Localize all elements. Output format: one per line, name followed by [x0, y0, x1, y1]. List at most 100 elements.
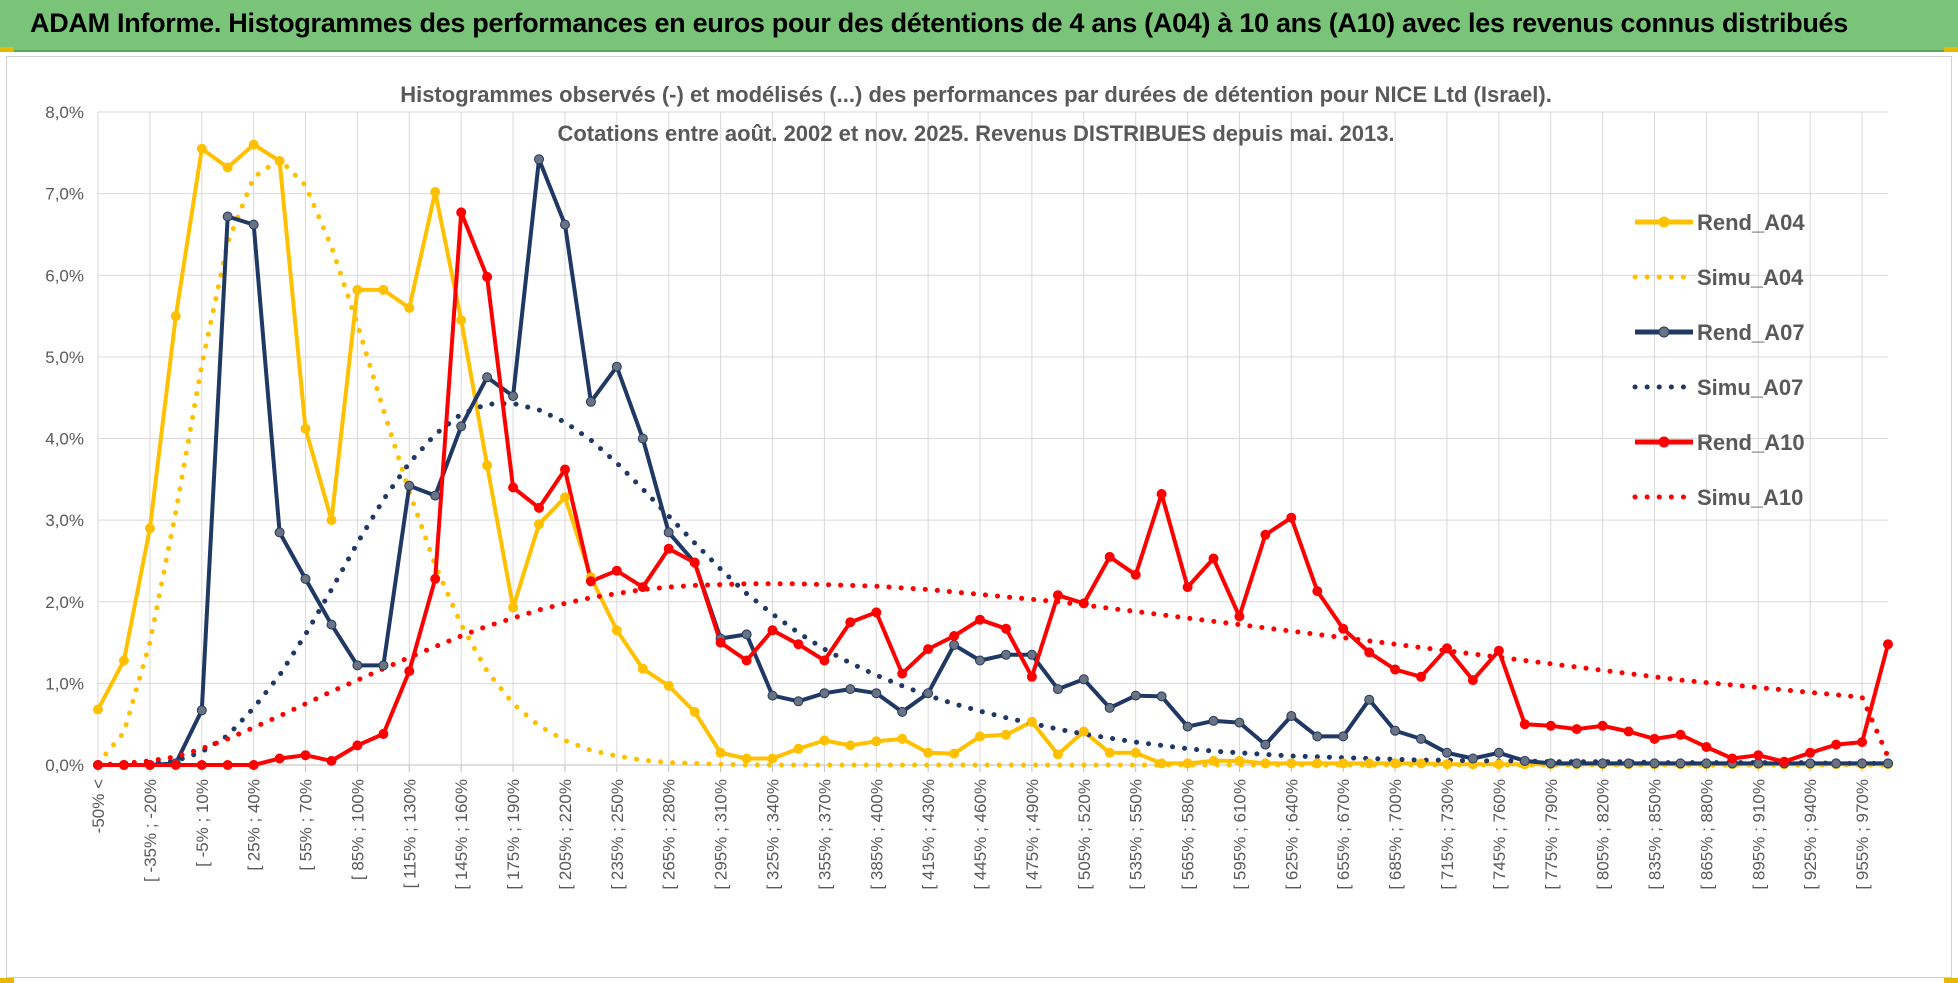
data-point-Rend_A04	[534, 519, 544, 530]
data-point-Rend_A07	[378, 660, 389, 671]
series-line-Simu_A10	[95, 581, 1891, 768]
data-point-Rend_A07	[611, 361, 622, 372]
data-point-Rend_A04	[1234, 755, 1245, 766]
x-tick-label: [ 505% ; 520%	[1075, 779, 1094, 890]
legend-label: Rend_A04	[1697, 210, 1805, 235]
legend-label: Rend_A10	[1697, 430, 1805, 455]
data-point-Rend_A10	[1442, 643, 1452, 654]
data-point-Rend_A10	[1753, 750, 1764, 761]
data-point-Rend_A07	[1260, 739, 1271, 750]
y-tick-label: 0,0%	[45, 756, 84, 775]
legend-label: Rend_A07	[1697, 320, 1805, 345]
data-point-Rend_A04	[1130, 747, 1141, 758]
y-tick-label: 1,0%	[45, 674, 84, 693]
data-point-Rend_A07	[1052, 684, 1063, 695]
data-point-Rend_A10	[871, 607, 882, 618]
data-point-Rend_A10	[1831, 739, 1842, 750]
data-point-Rend_A07	[1675, 758, 1686, 769]
data-point-Rend_A10	[1078, 598, 1089, 609]
data-point-Rend_A04	[715, 747, 726, 758]
data-point-Rend_A10	[923, 644, 934, 655]
x-tick-label: [ 835% ; 850%	[1646, 779, 1665, 890]
legend-marker	[1658, 326, 1670, 338]
data-point-Rend_A04	[1416, 758, 1426, 769]
corner-accent	[1944, 47, 1958, 52]
data-point-Rend_A04	[767, 753, 778, 764]
data-point-Rend_A10	[1857, 737, 1868, 748]
data-point-Rend_A10	[1338, 623, 1349, 634]
data-point-Rend_A10	[1260, 529, 1271, 540]
data-point-Rend_A10	[1234, 611, 1245, 622]
x-tick-label: [ 295% ; 310%	[712, 779, 731, 890]
chart-grid	[97, 111, 1888, 772]
data-point-Rend_A04	[1156, 758, 1167, 769]
data-point-Rend_A10	[1623, 726, 1634, 737]
data-point-Rend_A10	[508, 482, 519, 493]
x-tick-label: [ 685% ; 700%	[1386, 779, 1405, 890]
legend-marker	[1658, 436, 1670, 448]
chart-title-line2: Cotations entre août. 2002 et nov. 2025.…	[557, 121, 1394, 146]
data-point-Rend_A07	[767, 690, 778, 701]
data-point-Rend_A04	[611, 625, 622, 636]
data-point-Rend_A10	[767, 625, 778, 636]
data-point-Rend_A07	[1130, 690, 1141, 701]
data-point-Rend_A07	[1805, 758, 1816, 769]
page-title: ADAM Informe. Histogrammes des performan…	[30, 8, 1848, 38]
data-point-Rend_A07	[1519, 755, 1530, 766]
x-tick-label: [ 55% ; 70%	[297, 779, 316, 871]
x-tick-label: [ 805% ; 820%	[1594, 779, 1613, 890]
series-line-Rend_A07	[98, 157, 1888, 767]
data-point-Rend_A10	[1597, 720, 1608, 731]
data-point-Rend_A04	[274, 156, 285, 166]
data-point-Rend_A04	[430, 187, 441, 197]
data-point-Rend_A07	[1831, 758, 1842, 769]
data-point-Rend_A10	[1130, 569, 1141, 580]
data-point-Rend_A10	[585, 576, 596, 587]
data-point-Rend_A07	[1078, 674, 1089, 685]
data-point-Rend_A10	[300, 750, 311, 761]
legend: Rend_A04 Simu_A04 Rend_A07 Simu_A07 Rend_A10…	[1632, 210, 1805, 510]
data-point-Rend_A04	[897, 733, 908, 744]
data-point-Rend_A04	[1286, 758, 1297, 769]
x-tick-label: [ 565% ; 580%	[1179, 779, 1198, 890]
data-point-Rend_A07	[1364, 694, 1375, 705]
series-line-Simu_A07	[95, 400, 1891, 768]
data-point-Rend_A07	[1701, 758, 1712, 769]
x-tick-label: [ 745% ; 760%	[1490, 779, 1509, 890]
data-point-Rend_A10	[1493, 645, 1504, 656]
data-point-Rend_A10	[274, 753, 285, 764]
data-point-Rend_A04	[1001, 729, 1011, 740]
data-point-Rend_A07	[845, 684, 856, 695]
data-point-Rend_A04	[741, 753, 752, 764]
data-point-Rend_A07	[949, 640, 960, 650]
data-point-Rend_A04	[404, 302, 415, 313]
x-tick-label: [ 415% ; 430%	[919, 779, 938, 890]
data-point-Rend_A07	[508, 391, 519, 402]
data-point-Rend_A10	[430, 573, 441, 584]
data-point-Rend_A07	[482, 372, 493, 383]
data-point-Rend_A07	[404, 480, 415, 491]
data-point-Rend_A07	[1338, 731, 1349, 742]
y-tick-label: 2,0%	[45, 593, 84, 612]
data-point-Rend_A04	[975, 731, 985, 742]
data-point-Rend_A10	[949, 631, 960, 641]
data-point-Rend_A10	[326, 755, 337, 766]
data-point-Rend_A10	[689, 557, 700, 568]
data-point-Rend_A10	[1883, 639, 1893, 650]
x-tick-label: [ 925% ; 940%	[1801, 779, 1820, 890]
data-point-Rend_A04	[663, 680, 674, 691]
data-point-Rend_A04	[1208, 755, 1219, 766]
series-line-Rend_A04	[96, 142, 1888, 767]
data-point-Rend_A04	[637, 663, 648, 674]
chart-title-line1: Histogrammes observés (-) et modélisés (…	[400, 82, 1552, 107]
data-point-Rend_A10	[1156, 489, 1167, 499]
data-point-Rend_A07	[560, 219, 570, 230]
data-point-Rend_A10	[611, 565, 622, 576]
data-point-Rend_A04	[1026, 716, 1037, 727]
data-point-Rend_A10	[1182, 582, 1193, 593]
data-point-Rend_A04	[352, 284, 363, 295]
data-point-Rend_A10	[222, 760, 233, 770]
data-point-Rend_A04	[222, 162, 233, 173]
data-point-Rend_A07	[326, 619, 337, 630]
